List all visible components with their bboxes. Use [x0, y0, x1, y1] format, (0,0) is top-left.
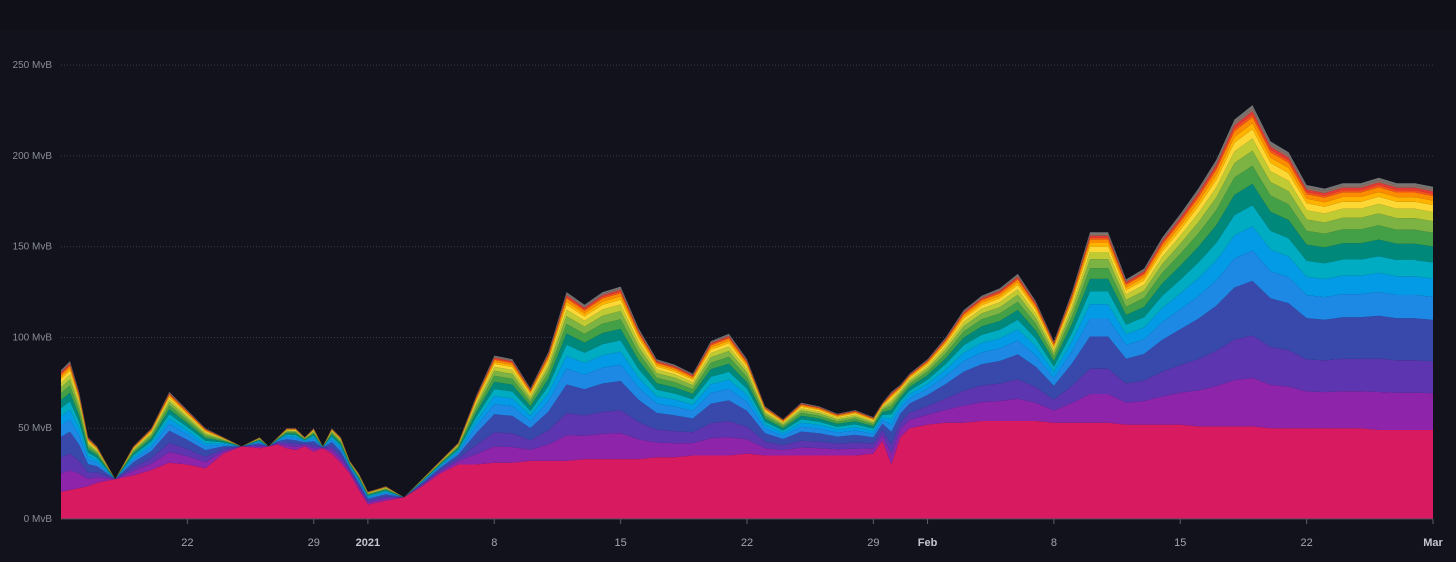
- x-tick-label: Feb: [918, 537, 938, 549]
- y-tick-label: 50 MvB: [18, 423, 52, 434]
- x-tick-label: 15: [1174, 537, 1186, 549]
- y-tick-label: 100 MvB: [13, 332, 53, 343]
- y-tick-label: 0 MvB: [24, 514, 53, 525]
- x-tick-label: Mar: [1423, 537, 1443, 549]
- y-axis: 0 MvB 50 MvB 100 MvB 150 MvB 200 MvB 250 MvB: [13, 60, 53, 525]
- x-tick-label: 8: [491, 537, 497, 549]
- x-tick-label: 2021: [356, 537, 380, 549]
- x-axis: 22 29 2021 8 15 22 29 Feb 8 15 22 Mar: [61, 518, 1443, 549]
- fee-band-area-1: [61, 377, 1433, 505]
- fee-band-area-0: [61, 421, 1433, 519]
- y-tick-label: 150 MvB: [13, 242, 53, 253]
- x-tick-label: 22: [181, 537, 193, 549]
- fee-band-area-2: [61, 335, 1433, 503]
- x-tick-label: 22: [741, 537, 753, 549]
- top-band: [0, 0, 1456, 30]
- x-tick-label: 29: [308, 537, 320, 549]
- area-layer: [61, 105, 1433, 519]
- x-tick-label: 8: [1051, 537, 1057, 549]
- x-tick-label: 29: [867, 537, 879, 549]
- x-tick-label: 22: [1301, 537, 1313, 549]
- x-tick-label: 15: [615, 537, 627, 549]
- y-tick-label: 250 MvB: [13, 60, 53, 71]
- y-tick-label: 200 MvB: [13, 151, 53, 162]
